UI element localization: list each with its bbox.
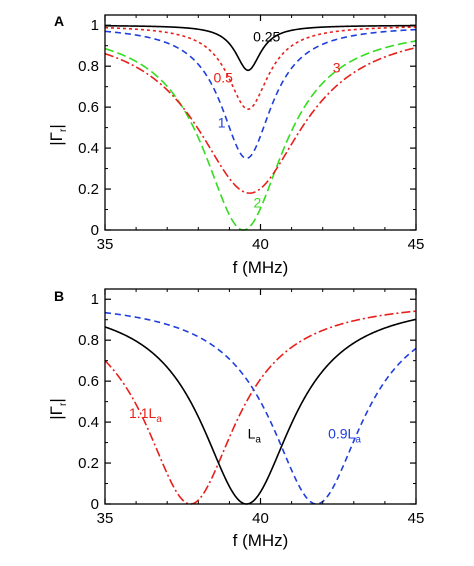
series-line-1 [104, 28, 417, 160]
x-tick-label: 40 [252, 510, 269, 527]
y-tick-label: 0 [91, 222, 99, 239]
y-axis-label-a: |Γr| [47, 124, 69, 146]
plot-b-ticks: 35 40 45 0 0.2 0.4 0.6 0.8 1 [78, 289, 424, 527]
y-tick-label: 0.4 [78, 414, 99, 431]
x-axis-label-a: f (MHz) [233, 258, 289, 277]
y-tick-label: 1 [91, 17, 99, 34]
plot-a-curves [104, 24, 417, 231]
plot-a-series-labels: 0.25 0.5 1 2 3 [213, 29, 340, 211]
panel-a: A 35 40 45 0 0.2 0.4 0.6 0.8 1 0.25 0.5 1 2 3 f (MHz… [47, 13, 424, 277]
x-tick-label: 35 [97, 236, 114, 253]
series-line-0-9la [104, 311, 417, 505]
panel-b: B 35 40 45 0 0.2 0.4 0.6 0.8 1 1.1La La 0.9La f (M… [47, 288, 424, 550]
y-tick-label: 0 [91, 496, 99, 513]
series-label-la: La [248, 425, 262, 445]
x-tick-label: 35 [97, 510, 114, 527]
panel-label-a: A [54, 13, 64, 29]
y-tick-label: 0.8 [78, 58, 99, 75]
plot-b-curves [104, 310, 417, 505]
x-tick-label: 45 [408, 236, 425, 253]
series-line-la [104, 318, 417, 505]
x-tick-label: 40 [252, 236, 269, 253]
series-label-1: 1 [218, 115, 226, 131]
series-line-0-25 [104, 24, 416, 72]
x-tick-label: 45 [408, 510, 425, 527]
series-label-0-25: 0.25 [253, 29, 280, 45]
plot-a-ticks: 35 40 45 0 0.2 0.4 0.6 0.8 1 [78, 15, 424, 253]
y-tick-label: 0.2 [78, 181, 99, 198]
y-tick-label: 0.4 [78, 140, 99, 157]
series-line-1-1la [104, 310, 417, 505]
series-label-3: 3 [333, 59, 341, 75]
panel-label-b: B [54, 288, 64, 304]
series-line-3 [104, 46, 417, 194]
x-axis-label-b: f (MHz) [233, 531, 289, 550]
y-axis-label-b: |Γr| [47, 398, 69, 420]
plot-b-series-labels: 1.1La La 0.9La [129, 405, 361, 445]
y-tick-label: 0.2 [78, 455, 99, 472]
y-tick-label: 0.8 [78, 332, 99, 349]
series-line-2 [104, 40, 417, 231]
y-tick-label: 0.6 [78, 99, 99, 116]
plot-b-frame [104, 288, 417, 505]
series-label-0-9la: 0.9La [328, 425, 361, 445]
y-tick-label: 0.6 [78, 373, 99, 390]
y-tick-label: 1 [91, 291, 99, 308]
series-label-2: 2 [253, 194, 261, 210]
series-label-0-5: 0.5 [213, 70, 233, 86]
series-label-1-1la: 1.1La [129, 405, 162, 425]
